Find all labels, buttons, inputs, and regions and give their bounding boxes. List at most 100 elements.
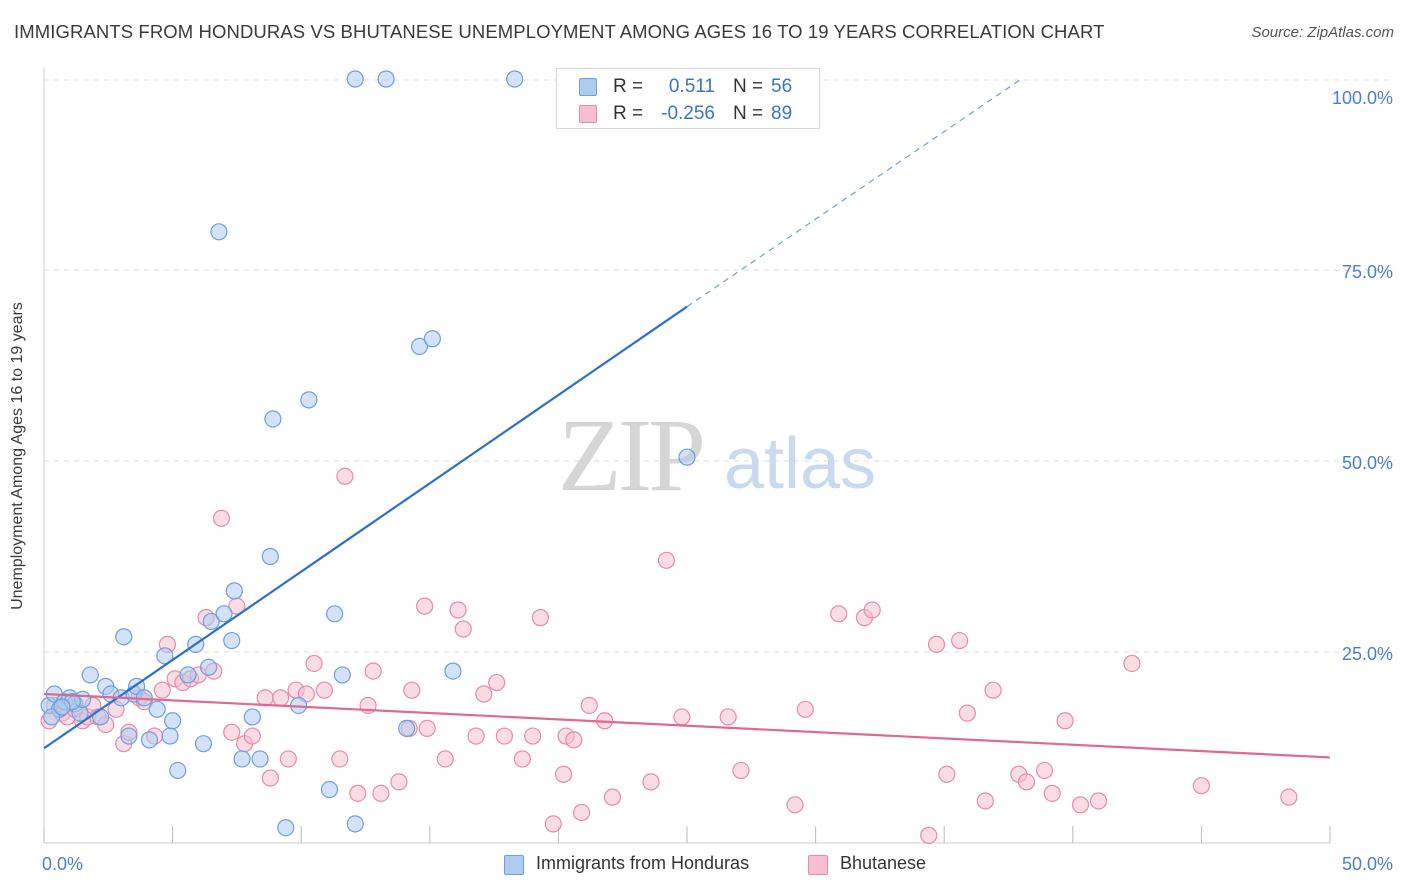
bhutanese-point (153, 681, 171, 699)
bhutanese-point (580, 696, 598, 715)
bhutanese-point (830, 605, 848, 623)
honduras-point (233, 750, 251, 768)
y-axis-label: Unemployment Among Ages 16 to 19 years (9, 302, 26, 610)
honduras-point (264, 410, 282, 428)
bottom-legend-label-bhutanese: Bhutanese (840, 853, 927, 873)
honduras-point (91, 708, 110, 726)
bhutanese-point (938, 765, 956, 783)
honduras-point (346, 70, 364, 88)
bhutanese-point (786, 796, 804, 814)
honduras-point (215, 605, 233, 623)
bhutanese-point (1089, 792, 1108, 810)
honduras-point (179, 666, 197, 684)
source-credit: Source: ZipAtlas.com (1251, 24, 1394, 41)
trend-lines (43, 78, 1331, 759)
honduras-point (261, 547, 279, 566)
honduras-trend-line (43, 305, 688, 750)
honduras-point (210, 223, 228, 241)
bhutanese-point (212, 509, 231, 527)
bhutanese-point (467, 727, 485, 745)
chart-title: IMMIGRANTS FROM HONDURAS VS BHUTANESE UN… (14, 21, 1105, 42)
honduras-point (506, 70, 524, 88)
honduras-point (81, 666, 99, 684)
honduras-point (156, 647, 174, 665)
legend-swatch-blue (579, 78, 597, 96)
bhutanese-point (436, 750, 454, 768)
honduras-point (243, 708, 261, 726)
bhutanese-point (272, 689, 290, 707)
bhutanese-point (449, 601, 467, 619)
bhutanese-points (40, 467, 1298, 844)
bhutanese-point (454, 620, 472, 638)
bhutanese-point (261, 769, 279, 787)
bhutanese-point (1056, 712, 1074, 730)
legend-r-value: 0.511 (668, 76, 715, 97)
honduras-point (444, 662, 462, 680)
bhutanese-point (349, 784, 367, 802)
honduras-point (200, 658, 218, 676)
bhutanese-point (572, 803, 591, 822)
x-tick-label: 50.0% (1342, 854, 1393, 874)
bottom-legend-swatch-blue (504, 855, 524, 875)
y-tick-label: 100.0% (1332, 88, 1393, 108)
honduras-point (678, 448, 696, 466)
bhutanese-point (920, 826, 938, 844)
honduras-points (40, 70, 696, 837)
bhutanese-point (1035, 761, 1054, 780)
honduras-point (423, 330, 441, 348)
bhutanese-point (416, 597, 434, 615)
honduras-point (140, 731, 159, 749)
honduras-point (164, 712, 182, 730)
honduras-point (115, 628, 133, 646)
bhutanese-point (390, 773, 408, 791)
bhutanese-point (403, 681, 421, 699)
legend-n-label: N = (733, 103, 764, 124)
bhutanese-point (418, 719, 436, 738)
legend-swatch-pink (579, 105, 597, 123)
bhutanese-point (642, 773, 660, 791)
bhutanese-point (243, 727, 261, 745)
bhutanese-point (1123, 654, 1141, 673)
honduras-point (277, 819, 295, 837)
legend-n-value: 89 (771, 103, 793, 124)
y-tick-label: 75.0% (1342, 262, 1393, 282)
legend-r-value: -0.256 (661, 103, 715, 124)
bhutanese-point (927, 635, 946, 653)
bhutanese-point (976, 792, 994, 810)
bhutanese-point (336, 467, 354, 485)
legend-r-label: R = (613, 76, 644, 97)
honduras-point (251, 750, 269, 768)
honduras-point (169, 761, 187, 780)
bhutanese-point (1192, 777, 1211, 795)
bhutanese-point (796, 700, 814, 718)
stats-legend: R = 0.511 N = 56 R = -0.256 N = 89 (556, 68, 820, 129)
bhutanese-point (331, 750, 349, 768)
honduras-point (161, 727, 179, 745)
honduras-point (43, 708, 61, 726)
honduras-point (346, 815, 364, 833)
honduras-point (398, 719, 416, 738)
y-tick-label: 25.0% (1342, 644, 1393, 664)
bottom-legend-swatch-pink (808, 855, 828, 875)
bhutanese-point (531, 609, 549, 627)
honduras-point (300, 391, 318, 409)
bhutanese-point (305, 654, 323, 673)
legend-row-bhutanese: R = -0.256 N = 89 (557, 101, 819, 127)
honduras-point (223, 631, 241, 650)
bhutanese-point (256, 689, 274, 707)
bhutanese-point (495, 727, 513, 745)
bhutanese-point (364, 662, 382, 680)
bhutanese-point (315, 681, 333, 699)
honduras-point (148, 700, 166, 718)
grid-lines (44, 79, 1395, 653)
honduras-point (326, 605, 344, 623)
bhutanese-point (657, 551, 676, 569)
y-tick-label: 50.0% (1342, 453, 1393, 473)
honduras-point (320, 780, 339, 799)
bhutanese-point (958, 704, 976, 722)
honduras-point (120, 727, 138, 745)
honduras-point (194, 735, 213, 753)
legend-row-honduras: R = 0.511 N = 56 (557, 74, 819, 100)
bhutanese-trend-line (43, 692, 1331, 759)
